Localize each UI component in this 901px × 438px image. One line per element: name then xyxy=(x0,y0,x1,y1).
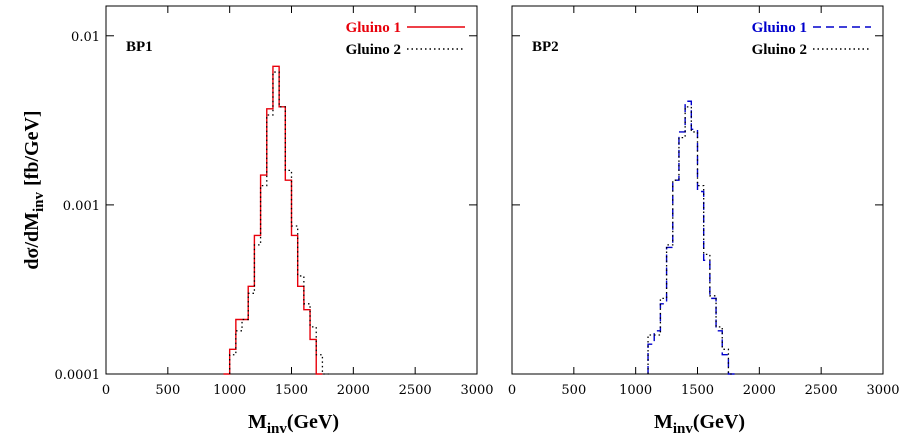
x-tick-label: 2500 xyxy=(399,383,432,398)
x-axis-title: Minv(GeV) xyxy=(248,411,339,437)
series-line-gluino-2 xyxy=(229,71,329,375)
x-axis-title: Minv(GeV) xyxy=(654,411,745,437)
y-axis-title-unit: [fb/GeV] xyxy=(21,110,43,186)
x-tick-label: 1000 xyxy=(213,383,246,398)
x-tick-label: 500 xyxy=(155,383,180,398)
legend: Gluino 1 Gluino 2 xyxy=(752,20,871,58)
x-tick-label: 0 xyxy=(508,383,516,398)
series-line-gluino-2 xyxy=(647,106,735,375)
series-line-gluino-1 xyxy=(647,100,735,375)
panel-bp1: 0 500 1000 1500 2000 2500 3000 0.0001 0.001 0.01 M… xyxy=(21,5,494,437)
panel-label: BP1 xyxy=(126,39,153,55)
x-tick-label: 0 xyxy=(102,383,110,398)
x-tick-label: 2500 xyxy=(805,383,838,398)
x-axis-title-sub: inv xyxy=(267,421,288,437)
x-tick-label: 2000 xyxy=(743,383,776,398)
x-tick-label: 3000 xyxy=(866,383,899,398)
x-tick-label: 500 xyxy=(561,383,586,398)
legend-label: Gluino 2 xyxy=(752,42,807,58)
series-group xyxy=(647,100,735,375)
y-tick-label: 0.001 xyxy=(63,199,100,214)
y-tick-label: 0.0001 xyxy=(55,368,101,383)
x-tick-label: 1500 xyxy=(681,383,714,398)
series-group xyxy=(223,65,329,375)
x-axis-title-unit: (GeV) xyxy=(287,411,339,433)
panel-label: BP2 xyxy=(532,39,559,55)
legend: Gluino 1 Gluino 2 xyxy=(346,20,465,58)
y-axis-title: dσ/dMinv [fb/GeV] xyxy=(21,110,47,269)
x-axis-title-sub: inv xyxy=(673,421,694,437)
legend-label: Gluino 1 xyxy=(752,20,807,36)
x-axis-title-main: M xyxy=(248,411,267,433)
x-tick-label: 3000 xyxy=(460,383,493,398)
legend-label: Gluino 1 xyxy=(346,20,401,36)
x-tick-label: 1000 xyxy=(619,383,652,398)
legend-label: Gluino 2 xyxy=(346,42,401,58)
series-line-gluino-1 xyxy=(223,65,323,375)
x-axis-title-unit: (GeV) xyxy=(693,411,745,433)
x-tick-label: 2000 xyxy=(337,383,370,398)
x-tick-label: 1500 xyxy=(275,383,308,398)
y-axis-title-main: dσ/dM xyxy=(21,212,43,270)
y-tick-label: 0.01 xyxy=(71,30,100,45)
y-axis-title-sub: inv xyxy=(31,191,47,212)
panel-bp2: 0 500 1000 1500 2000 2500 3000 Minv(GeV) BP2 Glui… xyxy=(508,5,900,437)
x-axis-title-main: M xyxy=(654,411,673,433)
